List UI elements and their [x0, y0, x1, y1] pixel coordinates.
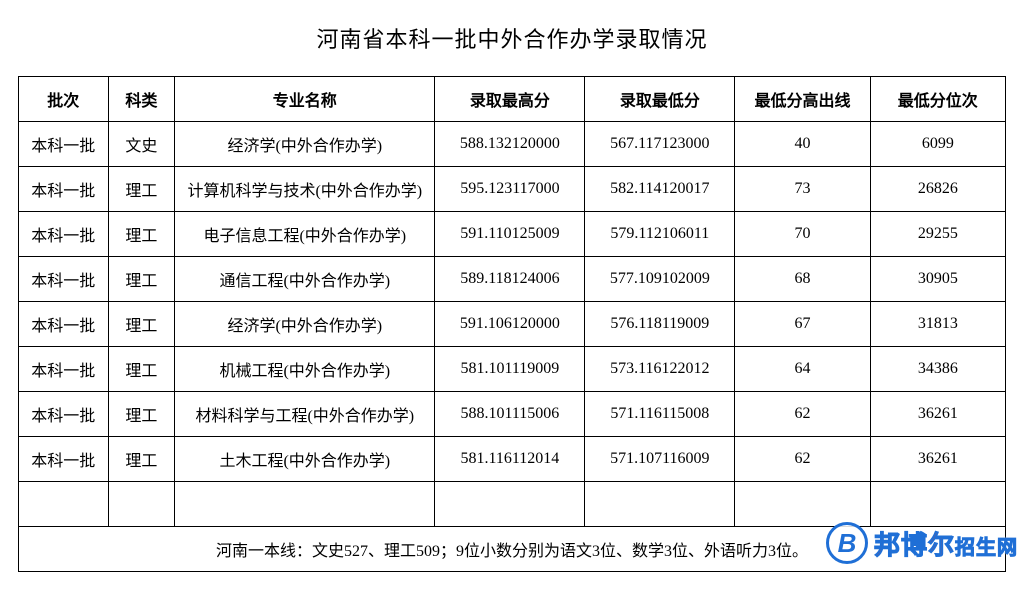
- table-row: 本科一批 文史 经济学(中外合作办学) 588.132120000 567.11…: [19, 122, 1006, 167]
- col-major: 专业名称: [175, 77, 435, 122]
- cell-major: 经济学(中外合作办学): [175, 122, 435, 167]
- cell-above: 67: [735, 302, 870, 347]
- cell-batch: 本科一批: [19, 122, 109, 167]
- table-row: 本科一批 理工 经济学(中外合作办学) 591.106120000 576.11…: [19, 302, 1006, 347]
- cell-major: 经济学(中外合作办学): [175, 302, 435, 347]
- cell-rank: 29255: [870, 212, 1005, 257]
- cell-rank: 26826: [870, 167, 1005, 212]
- table-row: 本科一批 理工 机械工程(中外合作办学) 581.101119009 573.1…: [19, 347, 1006, 392]
- cell-rank: 34386: [870, 347, 1005, 392]
- cell-batch: 本科一批: [19, 212, 109, 257]
- admissions-table: 批次 科类 专业名称 录取最高分 录取最低分 最低分高出线 最低分位次 本科一批…: [18, 76, 1006, 572]
- table-blank-row: [19, 482, 1006, 527]
- col-above: 最低分高出线: [735, 77, 870, 122]
- cell-major: 电子信息工程(中外合作办学): [175, 212, 435, 257]
- col-max: 录取最高分: [435, 77, 585, 122]
- page-title: 河南省本科一批中外合作办学录取情况: [18, 22, 1006, 54]
- cell-track: 理工: [108, 302, 175, 347]
- cell-batch: 本科一批: [19, 347, 109, 392]
- table-body: 本科一批 文史 经济学(中外合作办学) 588.132120000 567.11…: [19, 122, 1006, 572]
- cell-track: 理工: [108, 392, 175, 437]
- cell-track: 理工: [108, 437, 175, 482]
- cell-rank: 31813: [870, 302, 1005, 347]
- col-rank: 最低分位次: [870, 77, 1005, 122]
- cell-above: 62: [735, 437, 870, 482]
- cell-track: 理工: [108, 257, 175, 302]
- cell-batch: 本科一批: [19, 437, 109, 482]
- table-row: 本科一批 理工 计算机科学与技术(中外合作办学) 595.123117000 5…: [19, 167, 1006, 212]
- cell-major: 机械工程(中外合作办学): [175, 347, 435, 392]
- table-row: 本科一批 理工 土木工程(中外合作办学) 581.116112014 571.1…: [19, 437, 1006, 482]
- cell-max: 595.123117000: [435, 167, 585, 212]
- cell-batch: 本科一批: [19, 257, 109, 302]
- table-header-row: 批次 科类 专业名称 录取最高分 录取最低分 最低分高出线 最低分位次: [19, 77, 1006, 122]
- cell-max: 591.106120000: [435, 302, 585, 347]
- cell-max: 591.110125009: [435, 212, 585, 257]
- cell-major: 材料科学与工程(中外合作办学): [175, 392, 435, 437]
- cell-batch: 本科一批: [19, 167, 109, 212]
- cell-min: 577.109102009: [585, 257, 735, 302]
- table-row: 本科一批 理工 材料科学与工程(中外合作办学) 588.101115006 57…: [19, 392, 1006, 437]
- cell-min: 579.112106011: [585, 212, 735, 257]
- cell-batch: 本科一批: [19, 392, 109, 437]
- cell-max: 581.116112014: [435, 437, 585, 482]
- footnote-text: 河南一本线：文史527、理工509；9位小数分别为语文3位、数学3位、外语听力3…: [19, 527, 1006, 572]
- table-row: 本科一批 理工 通信工程(中外合作办学) 589.118124006 577.1…: [19, 257, 1006, 302]
- cell-rank: 36261: [870, 392, 1005, 437]
- cell-major: 计算机科学与技术(中外合作办学): [175, 167, 435, 212]
- cell-above: 64: [735, 347, 870, 392]
- cell-min: 582.114120017: [585, 167, 735, 212]
- col-batch: 批次: [19, 77, 109, 122]
- col-track: 科类: [108, 77, 175, 122]
- cell-track: 理工: [108, 347, 175, 392]
- cell-rank: 6099: [870, 122, 1005, 167]
- cell-max: 588.132120000: [435, 122, 585, 167]
- document-page: 河南省本科一批中外合作办学录取情况 批次 科类 专业名称 录取最高分 录取最低分…: [0, 0, 1024, 592]
- cell-min: 567.117123000: [585, 122, 735, 167]
- cell-above: 70: [735, 212, 870, 257]
- cell-min: 571.107116009: [585, 437, 735, 482]
- cell-batch: 本科一批: [19, 302, 109, 347]
- cell-above: 68: [735, 257, 870, 302]
- cell-max: 588.101115006: [435, 392, 585, 437]
- cell-min: 576.118119009: [585, 302, 735, 347]
- cell-track: 理工: [108, 167, 175, 212]
- col-min: 录取最低分: [585, 77, 735, 122]
- cell-rank: 36261: [870, 437, 1005, 482]
- cell-major: 土木工程(中外合作办学): [175, 437, 435, 482]
- cell-above: 40: [735, 122, 870, 167]
- cell-track: 文史: [108, 122, 175, 167]
- cell-rank: 30905: [870, 257, 1005, 302]
- cell-min: 573.116122012: [585, 347, 735, 392]
- cell-above: 73: [735, 167, 870, 212]
- cell-max: 589.118124006: [435, 257, 585, 302]
- cell-min: 571.116115008: [585, 392, 735, 437]
- cell-above: 62: [735, 392, 870, 437]
- cell-max: 581.101119009: [435, 347, 585, 392]
- table-footnote-row: 河南一本线：文史527、理工509；9位小数分别为语文3位、数学3位、外语听力3…: [19, 527, 1006, 572]
- table-row: 本科一批 理工 电子信息工程(中外合作办学) 591.110125009 579…: [19, 212, 1006, 257]
- cell-track: 理工: [108, 212, 175, 257]
- cell-major: 通信工程(中外合作办学): [175, 257, 435, 302]
